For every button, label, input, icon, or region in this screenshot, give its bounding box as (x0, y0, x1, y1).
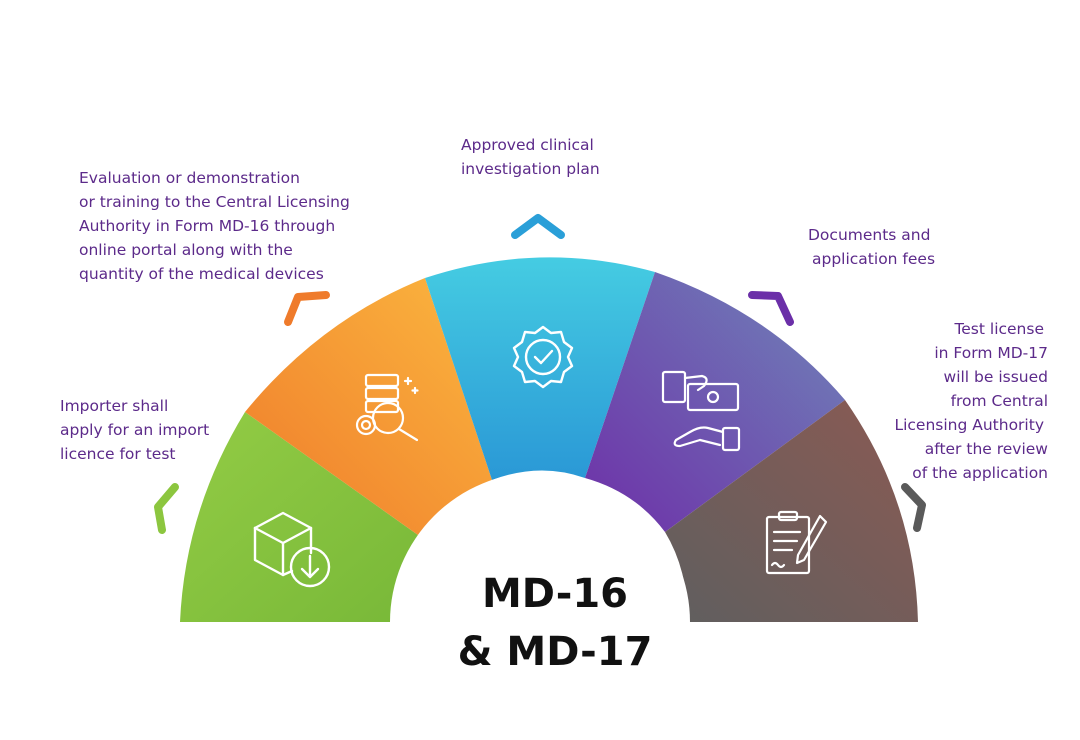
step-line: online portal along with the (79, 241, 293, 259)
step-line: apply for an import (60, 421, 210, 439)
step-line: or training to the Central Licensing (79, 193, 350, 211)
step-line: in Form MD-17 (934, 344, 1048, 362)
signed-document-icon (765, 510, 828, 575)
step-text-test-license: Test license in Form MD-17 will be issue… (894, 317, 1048, 485)
step-line: application fees (812, 250, 936, 268)
step-text-documents-fees: Documents and application fees (808, 223, 935, 271)
step-line: quantity of the medical devices (79, 265, 324, 283)
chevron-clinical-plan-icon (511, 214, 565, 239)
step-line: Authority in Form MD-16 through (79, 217, 336, 235)
step-text-clinical-plan: Approved clinical investigation plan (461, 133, 600, 181)
step-line: of the application (912, 464, 1048, 482)
step-line: after the review (924, 440, 1048, 458)
center-hub (390, 472, 690, 622)
step-line: from Central (950, 392, 1048, 410)
step-line: Test license (954, 320, 1044, 338)
step-line: Documents and (808, 226, 931, 244)
chevron-import-licence-icon (154, 483, 179, 534)
step-line: will be issued (943, 368, 1048, 386)
step-line: licence for test (60, 445, 176, 463)
center-title-line1: MD-16 (481, 571, 628, 617)
step-line: Importer shall (60, 397, 169, 415)
chevron-documents-fees-icon (748, 291, 794, 326)
package-download-icon (253, 511, 331, 588)
payment-hand-icon (661, 370, 741, 452)
segment-import-licence (180, 412, 418, 622)
server-gear-search-icon (355, 373, 419, 442)
chevron-evaluation-icon (284, 291, 330, 326)
step-line: Licensing Authority (894, 416, 1044, 434)
step-line: Approved clinical (461, 136, 594, 154)
segment-evaluation (245, 278, 492, 535)
step-line: Evaluation or demonstration (79, 169, 300, 187)
segment-clinical-plan (425, 257, 655, 480)
chevron-test-license-icon (901, 483, 926, 532)
step-text-evaluation: Evaluation or demonstration or training … (79, 166, 350, 286)
step-text-import-licence: Importer shall apply for an import licen… (60, 394, 209, 466)
approved-badge-icon (512, 325, 574, 389)
step-line: investigation plan (461, 160, 600, 178)
center-title-line2: & MD-17 (457, 629, 653, 675)
